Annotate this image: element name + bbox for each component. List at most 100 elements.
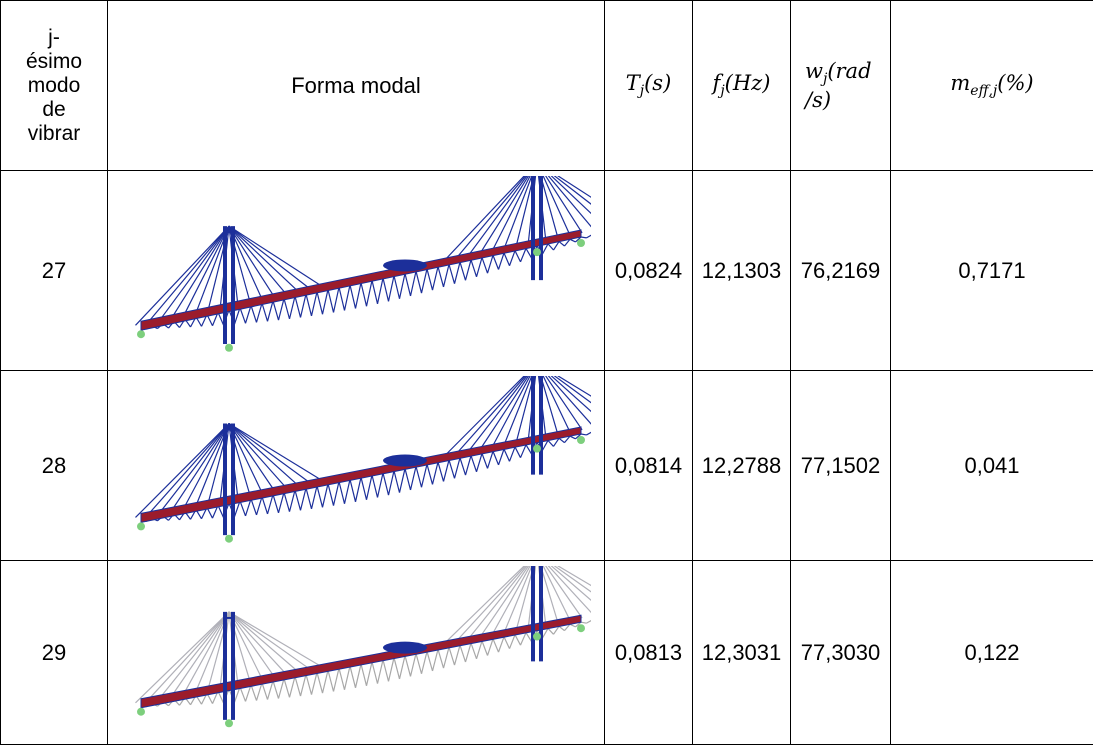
truss (367, 475, 373, 500)
truss (515, 634, 521, 644)
truss (328, 483, 334, 505)
truss (339, 668, 345, 690)
truss (317, 291, 323, 314)
truss (372, 475, 378, 497)
deck-bulge (383, 454, 427, 466)
mode-number: 29 (1, 561, 108, 745)
truss (460, 457, 466, 474)
truss (290, 676, 296, 697)
cable (537, 176, 591, 225)
truss (350, 666, 356, 688)
subscript: eff,j (970, 84, 997, 100)
truss (581, 622, 587, 623)
cable (229, 423, 286, 487)
truss (548, 628, 554, 634)
truss (510, 446, 516, 460)
symbol: T (626, 71, 640, 95)
truss (559, 438, 565, 442)
truss (427, 268, 433, 289)
truss (449, 264, 455, 283)
cable (229, 423, 310, 483)
support (533, 444, 541, 452)
truss (350, 284, 356, 308)
truss (466, 643, 472, 662)
truss (394, 657, 400, 678)
truss (394, 470, 400, 492)
frequency: 12,2788 (693, 371, 791, 561)
header-row: j-ésimo modo de vibrar Forma modal Tj(s)… (1, 1, 1093, 171)
modal-table: j-ésimo modo de vibrar Forma modal Tj(s)… (0, 0, 1093, 745)
truss (587, 620, 592, 623)
support (577, 624, 585, 632)
truss (488, 255, 494, 273)
truss (301, 488, 307, 510)
truss (482, 453, 488, 468)
truss (581, 434, 587, 435)
truss (405, 273, 411, 296)
truss (378, 472, 384, 497)
truss (455, 457, 461, 478)
truss (510, 250, 516, 265)
truss (400, 273, 406, 298)
effective-mass: 0,041 (891, 371, 1093, 561)
truss (477, 640, 483, 658)
truss (317, 672, 323, 693)
truss (290, 296, 296, 319)
truss (433, 462, 439, 484)
truss (405, 655, 411, 676)
truss (378, 278, 384, 304)
truss (312, 485, 318, 508)
truss (367, 280, 373, 306)
truss (378, 659, 384, 683)
truss (367, 661, 373, 685)
unit: (s) (644, 71, 671, 95)
truss (559, 241, 565, 245)
truss (488, 638, 494, 655)
truss (262, 303, 268, 321)
truss (323, 670, 329, 693)
truss (416, 466, 422, 487)
truss (251, 684, 257, 700)
effective-mass: 0,7171 (891, 171, 1093, 371)
truss (306, 488, 312, 509)
truss (279, 492, 285, 513)
truss (312, 291, 318, 315)
period: 0,0813 (605, 561, 693, 745)
truss (405, 468, 411, 489)
truss (356, 477, 362, 502)
truss (526, 632, 532, 641)
truss (526, 248, 532, 258)
truss (493, 255, 499, 269)
truss (400, 468, 406, 492)
truss (515, 250, 521, 261)
truss (477, 257, 483, 276)
truss (279, 298, 285, 320)
truss (587, 234, 592, 237)
truss (482, 640, 488, 655)
angular-frequency: 77,1502 (791, 371, 891, 561)
truss (323, 289, 329, 314)
support (137, 707, 145, 715)
truss (444, 647, 450, 668)
truss (510, 634, 516, 648)
truss (471, 455, 477, 471)
cable (537, 566, 591, 611)
truss (548, 440, 554, 446)
truss (290, 490, 296, 511)
shape-cell (108, 371, 605, 561)
truss (284, 492, 290, 511)
truss (339, 287, 345, 310)
modal-shape (121, 176, 591, 366)
truss (268, 680, 274, 699)
truss (273, 494, 279, 512)
truss (356, 282, 362, 308)
truss (471, 259, 477, 276)
truss (422, 464, 428, 487)
truss (455, 262, 461, 284)
support (533, 248, 541, 256)
truss (361, 477, 367, 500)
support (137, 522, 145, 530)
truss (438, 462, 444, 481)
